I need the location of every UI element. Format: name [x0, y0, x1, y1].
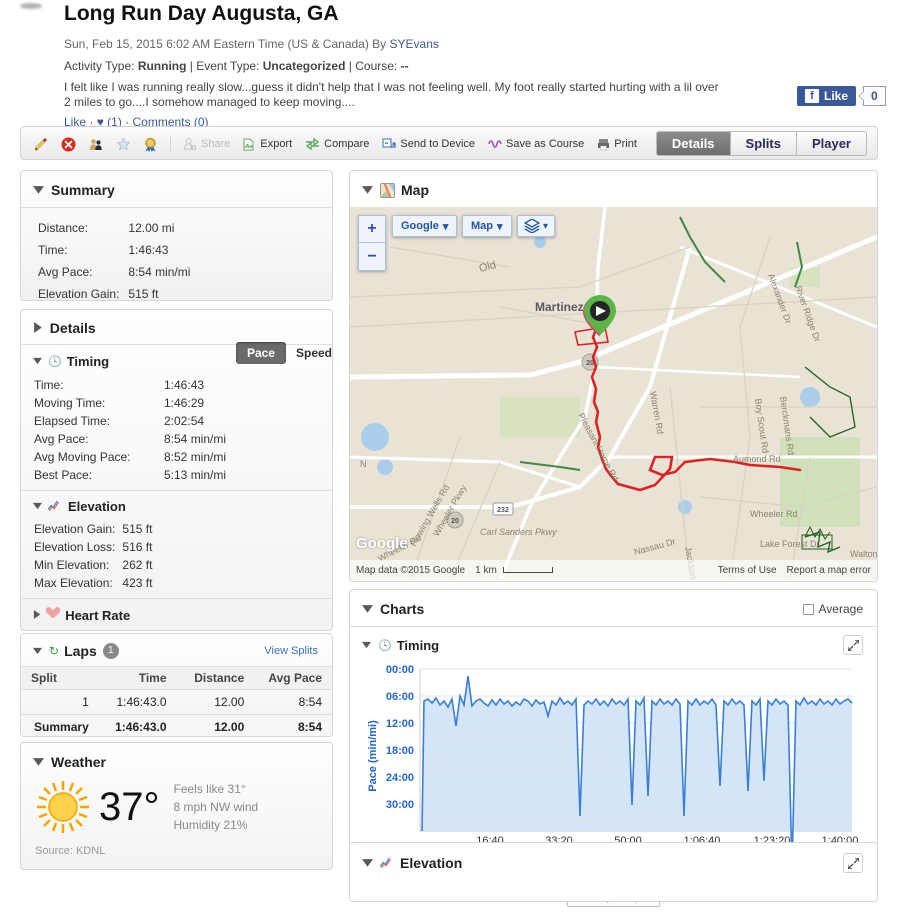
svg-text:24:00: 24:00: [386, 772, 414, 784]
svg-text:30:00: 30:00: [386, 799, 414, 811]
svg-text:Aumond Rd: Aumond Rd: [733, 454, 781, 464]
svg-text:00:00: 00:00: [386, 664, 414, 676]
svg-text:Lake Forest Dr: Lake Forest Dr: [760, 539, 820, 549]
svg-text:12:00: 12:00: [386, 718, 414, 730]
svg-text:Pace (min/mi): Pace (min/mi): [367, 720, 379, 792]
svg-text:Walton Way: Walton Way: [850, 549, 877, 559]
svg-text:Wheeler Rd: Wheeler Rd: [750, 509, 798, 519]
svg-text:Carl Sanders Pkwy: Carl Sanders Pkwy: [480, 527, 557, 537]
svg-text:20: 20: [586, 360, 594, 367]
svg-text:N: N: [360, 459, 367, 469]
svg-text:18:00: 18:00: [386, 745, 414, 757]
svg-text:20: 20: [451, 518, 459, 525]
svg-text:Martinez: Martinez: [535, 300, 584, 314]
svg-text:232: 232: [497, 507, 509, 514]
svg-text:06:00: 06:00: [386, 691, 414, 703]
